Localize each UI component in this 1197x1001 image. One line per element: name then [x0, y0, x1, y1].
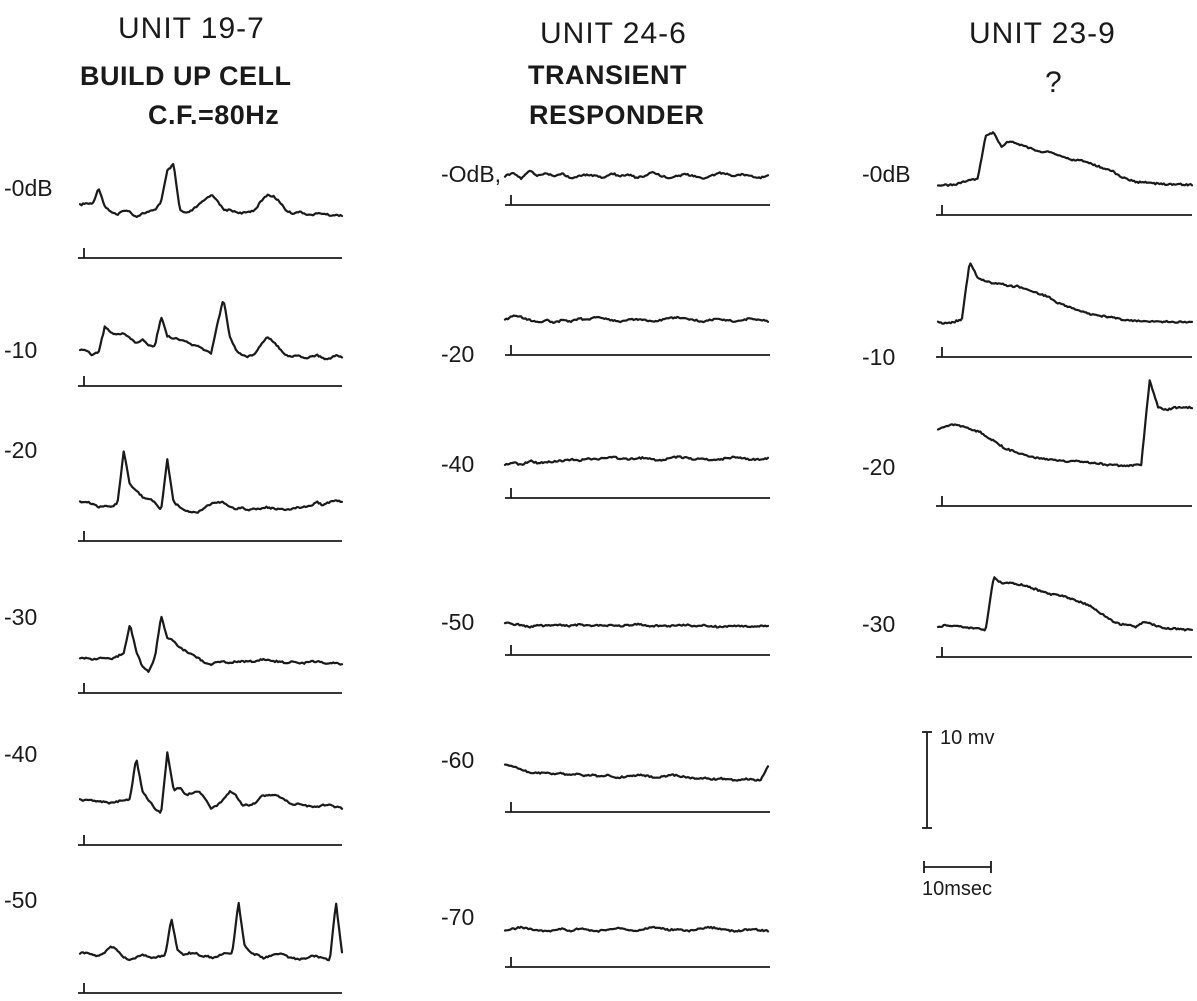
unit-24-6-subtitle-line1: TRANSIENT: [528, 60, 687, 90]
level-label: -30: [4, 604, 37, 630]
response-trace: [936, 576, 1194, 632]
response-trace: [503, 169, 770, 181]
response-trace: [503, 925, 770, 933]
level-label: -OdB,: [441, 161, 501, 187]
level-label: -50: [4, 887, 37, 913]
level-label: -20: [862, 454, 895, 480]
trace-group: -0dB -10 -20 -30 -40 -50 -OdB, -20 -40 -50 -60 -70 -…: [4, 131, 1194, 994]
level-label: -0dB: [4, 175, 53, 201]
level-label: -40: [4, 741, 37, 767]
response-trace: [503, 621, 770, 629]
level-label: -0dB: [862, 161, 911, 187]
response-trace: [936, 131, 1194, 187]
unit-19-7-subtitle-line2: C.F.=80Hz: [148, 100, 279, 130]
unit-23-9-subtitle: ?: [1045, 66, 1063, 99]
response-trace: [78, 162, 344, 219]
response-trace: [78, 301, 344, 361]
time-scale-label: 10msec: [922, 878, 992, 900]
level-label: -20: [441, 341, 474, 367]
response-trace: [936, 379, 1194, 468]
response-trace: [503, 455, 770, 466]
voltage-scale-label: 10 mv: [940, 727, 994, 749]
level-label: -70: [441, 904, 474, 930]
response-trace: [503, 763, 770, 782]
response-trace: [78, 751, 344, 814]
unit-19-7-subtitle-line1: BUILD UP CELL: [80, 61, 292, 91]
response-trace: [78, 615, 344, 673]
level-label: -60: [441, 747, 474, 773]
level-label: -30: [862, 611, 895, 637]
level-label: -10: [862, 344, 895, 370]
response-trace: [78, 901, 344, 962]
unit-24-6-subtitle-line2: RESPONDER: [529, 100, 705, 130]
level-label: -10: [4, 337, 37, 363]
level-label: -50: [441, 609, 474, 635]
unit-23-9-title: UNIT 23-9: [969, 17, 1116, 50]
unit-24-6-title: UNIT 24-6: [540, 17, 687, 50]
response-trace: [503, 314, 770, 324]
scale-bar: 10 mv 10msec: [922, 727, 994, 900]
response-trace: [78, 450, 344, 514]
unit-19-7-title: UNIT 19-7: [118, 12, 265, 45]
level-label: -20: [4, 437, 37, 463]
level-label: -40: [441, 451, 474, 477]
response-trace: [936, 262, 1194, 325]
